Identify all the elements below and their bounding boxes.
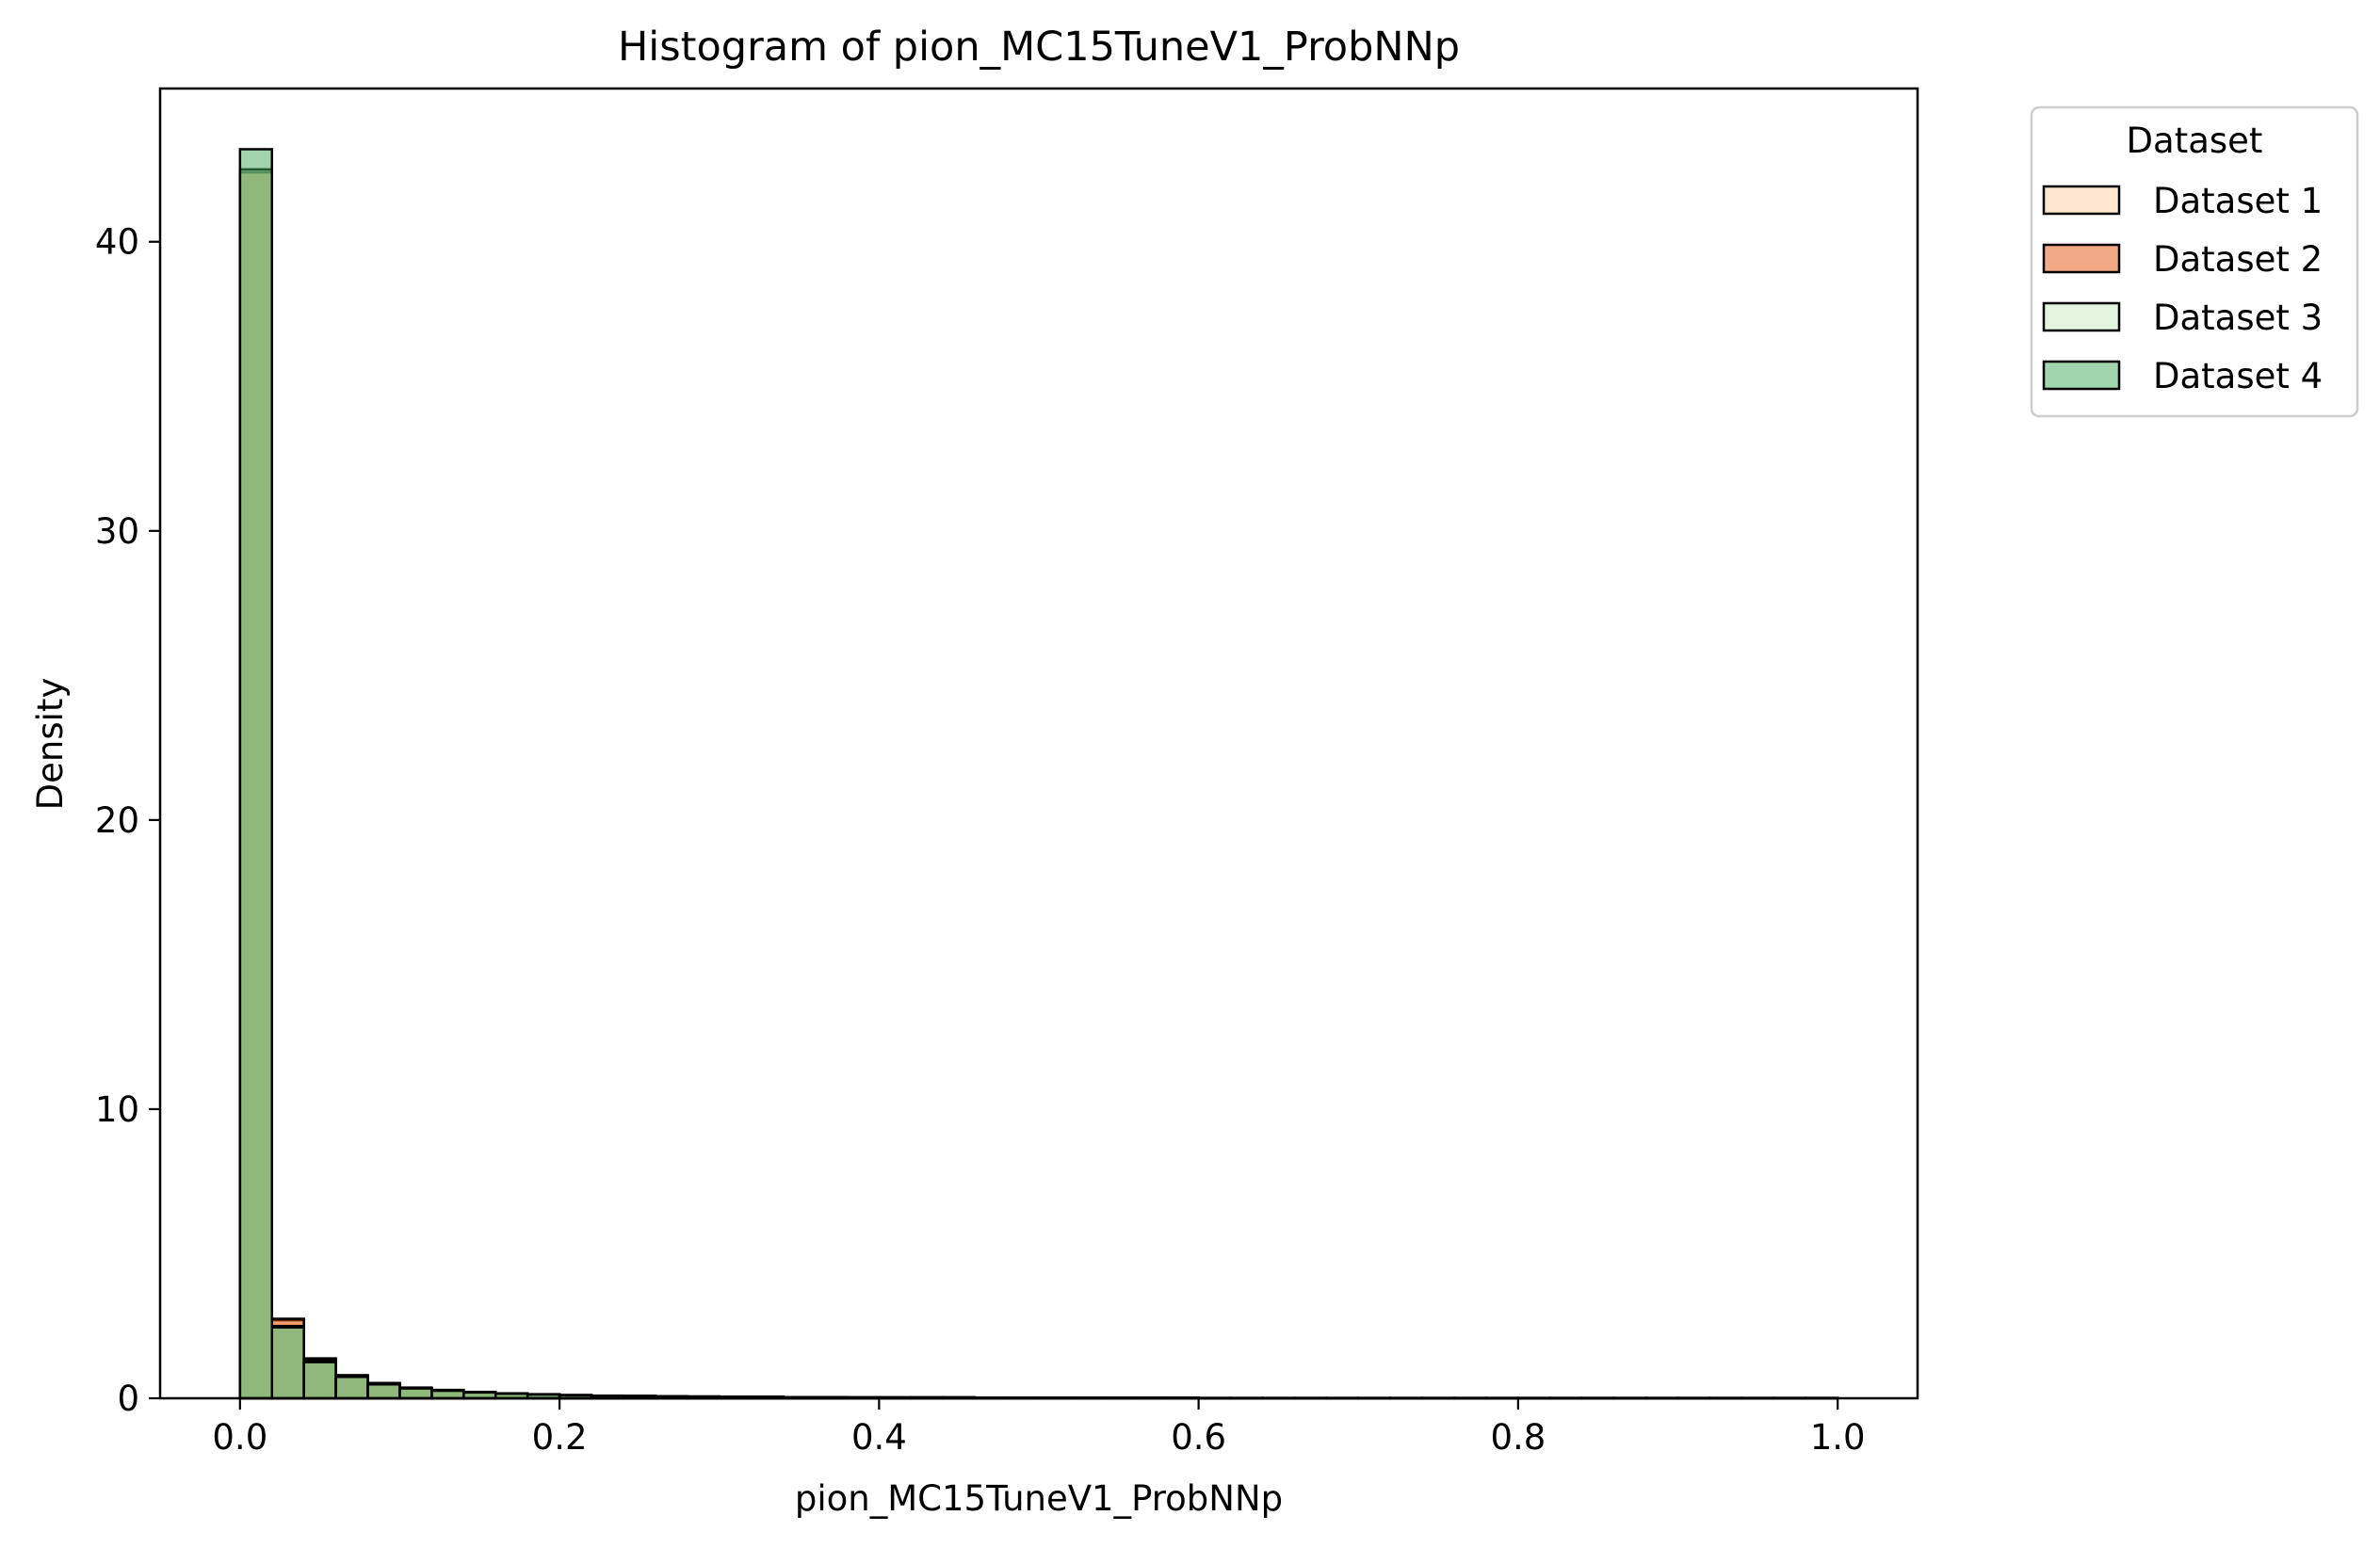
bar	[399, 1389, 431, 1398]
legend-swatch	[2044, 362, 2119, 389]
y-tick-label: 10	[95, 1089, 139, 1130]
x-tick-label: 0.2	[532, 1417, 588, 1458]
legend-label: Dataset 1	[2153, 181, 2323, 221]
legend-swatch	[2044, 303, 2119, 331]
legend-label: Dataset 3	[2153, 298, 2323, 338]
x-tick-label: 0.8	[1490, 1417, 1546, 1458]
bar	[368, 1384, 400, 1398]
legend-swatch	[2044, 186, 2119, 214]
bar	[304, 1363, 336, 1398]
chart-title: Histogram of pion_MC15TuneV1_ProbNNp	[618, 24, 1460, 71]
legend-title: Dataset	[2127, 121, 2263, 161]
y-tick-label: 30	[95, 511, 139, 552]
bar	[336, 1377, 368, 1398]
legend-swatch	[2044, 245, 2119, 272]
bar	[240, 149, 272, 1398]
x-tick-label: 0.4	[851, 1417, 907, 1458]
x-tick-label: 0.6	[1171, 1417, 1226, 1458]
y-tick-label: 40	[95, 222, 139, 263]
y-tick-label: 20	[95, 800, 139, 841]
legend-label: Dataset 2	[2153, 239, 2323, 280]
legend-label: Dataset 4	[2153, 356, 2323, 396]
x-tick-label: 0.0	[212, 1417, 267, 1458]
legend[interactable]: Dataset Dataset 1 Dataset 2 Dataset 3 Datas…	[2032, 107, 2357, 416]
y-tick-label: 0	[117, 1379, 139, 1419]
x-tick-label: 1.0	[1810, 1417, 1866, 1458]
bar	[272, 1328, 304, 1398]
y-axis-label: Density	[30, 678, 71, 811]
x-axis-label: pion_MC15TuneV1_ProbNNp	[795, 1478, 1283, 1519]
